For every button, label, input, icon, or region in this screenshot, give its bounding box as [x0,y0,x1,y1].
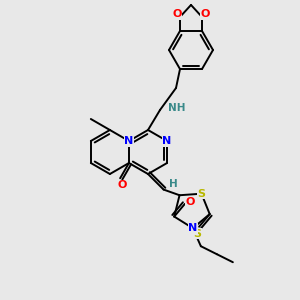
Text: O: O [172,9,182,19]
Text: S: S [193,229,201,239]
Text: N: N [162,136,172,146]
Text: O: O [118,180,127,190]
Text: S: S [197,189,206,199]
Text: O: O [200,9,210,19]
Text: N: N [124,136,134,146]
Text: O: O [185,197,194,207]
Text: N: N [188,223,197,233]
Text: NH: NH [168,103,185,113]
Text: H: H [169,178,178,189]
